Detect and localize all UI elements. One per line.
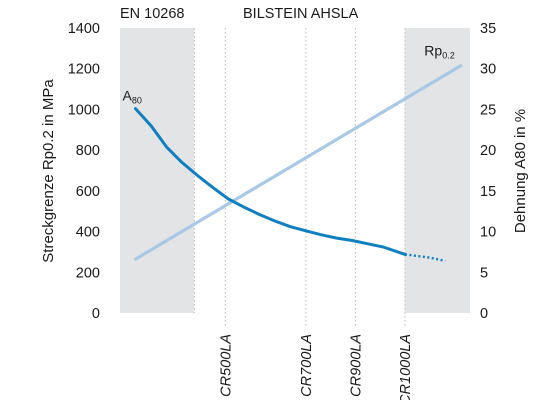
y2-tick-30: 30 <box>480 62 496 78</box>
category-labels: CR500LA CR700LA CR900LA CR1000LA <box>218 334 414 400</box>
y-tick-400: 400 <box>76 225 100 241</box>
y-tick-200: 200 <box>76 265 100 281</box>
category-label-cr500la: CR500LA <box>218 334 234 397</box>
series-label-rp: Rp0.2 <box>424 43 454 61</box>
series-lines <box>133 64 463 263</box>
y2-tick-25: 25 <box>480 102 496 118</box>
header-center: BILSTEIN AHSLA <box>243 6 359 22</box>
y2-tick-5: 5 <box>480 265 488 281</box>
header-left: EN 10268 <box>120 6 185 22</box>
category-label-cr900la: CR900LA <box>348 334 364 397</box>
y-tick-800: 800 <box>76 143 100 159</box>
y-axis-right-ticks: 0 5 10 15 20 25 30 35 <box>480 21 496 322</box>
y2-tick-15: 15 <box>480 184 496 200</box>
y-tick-1000: 1000 <box>68 102 100 118</box>
shaded-region-1 <box>120 28 195 313</box>
y-tick-0: 0 <box>92 306 100 322</box>
y2-tick-0: 0 <box>480 306 488 322</box>
y-tick-1200: 1200 <box>68 62 100 78</box>
series-labels: Rp0.2 A80 <box>122 43 454 106</box>
y-axis-left-ticks: 0 200 400 600 800 1000 1200 1400 <box>68 21 100 322</box>
y2-tick-20: 20 <box>480 143 496 159</box>
y2-tick-35: 35 <box>480 21 496 37</box>
y2-tick-10: 10 <box>480 225 496 241</box>
series-extension-a <box>404 253 446 263</box>
series-line-a <box>134 107 407 256</box>
series-label-a: A80 <box>122 88 141 106</box>
series-line-rp <box>133 64 463 261</box>
shaded-regions <box>120 28 470 313</box>
category-label-cr700la: CR700LA <box>299 334 315 397</box>
grid-lines <box>193 28 406 328</box>
y-axis-right-title: Dehnung A80 in % <box>512 109 529 233</box>
category-label-cr1000la: CR1000LA <box>398 334 414 400</box>
y-tick-600: 600 <box>76 184 100 200</box>
shaded-region-2 <box>404 28 470 313</box>
y-tick-1400: 1400 <box>68 21 100 37</box>
y-axis-left-title: Streckgrenze Rp0.2 in MPa <box>40 79 57 263</box>
